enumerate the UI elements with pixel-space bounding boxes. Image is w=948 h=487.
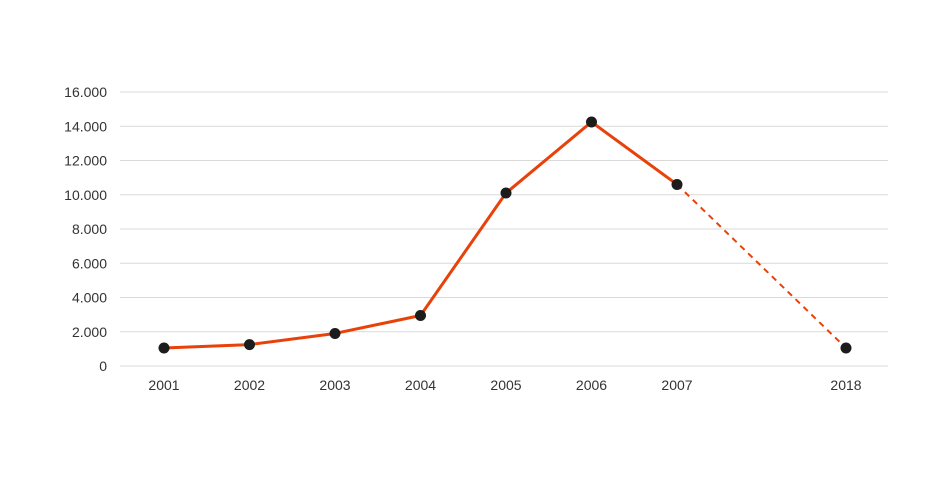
y-tick-label: 4.000	[72, 290, 107, 306]
series-points	[158, 116, 852, 354]
x-tick-label: 2001	[148, 377, 179, 393]
x-axis-tick-labels: 2001 2002 2003 2004 2005 2006 2007 2018	[148, 377, 861, 393]
series-line-dashed	[676, 183, 847, 349]
series-line	[162, 120, 847, 350]
y-tick-label: 6.000	[72, 255, 107, 271]
x-tick-label: 2003	[319, 377, 350, 393]
data-point	[671, 178, 683, 190]
data-point	[500, 187, 512, 199]
x-tick-label: 2004	[405, 377, 436, 393]
data-point	[329, 327, 341, 339]
y-tick-label: 14.000	[64, 118, 107, 134]
y-tick-label: 8.000	[72, 221, 107, 237]
data-point	[415, 309, 426, 321]
y-axis-tick-labels: 0 2.000 4.000 6.000 8.000 10.000 12.000 14.000 1…	[64, 84, 107, 374]
y-tick-label: 16.000	[64, 84, 107, 100]
y-tick-label: 10.000	[64, 187, 107, 203]
y-tick-label: 0	[99, 358, 107, 374]
data-point	[244, 339, 255, 351]
x-tick-label: 2002	[234, 377, 265, 393]
x-tick-label: 2006	[576, 377, 607, 393]
data-point	[586, 116, 597, 128]
x-tick-label: 2005	[490, 377, 521, 393]
data-point	[158, 342, 170, 354]
x-tick-label: 2007	[661, 377, 692, 393]
x-tick-label: 2018	[830, 377, 861, 393]
y-tick-label: 12.000	[64, 153, 107, 169]
y-tick-label: 2.000	[72, 324, 107, 340]
grid-lines	[120, 91, 888, 367]
data-point	[840, 342, 852, 354]
